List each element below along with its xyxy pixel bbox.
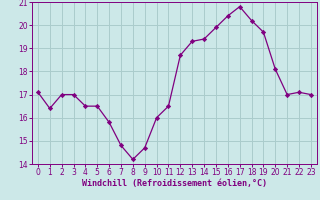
X-axis label: Windchill (Refroidissement éolien,°C): Windchill (Refroidissement éolien,°C) — [82, 179, 267, 188]
